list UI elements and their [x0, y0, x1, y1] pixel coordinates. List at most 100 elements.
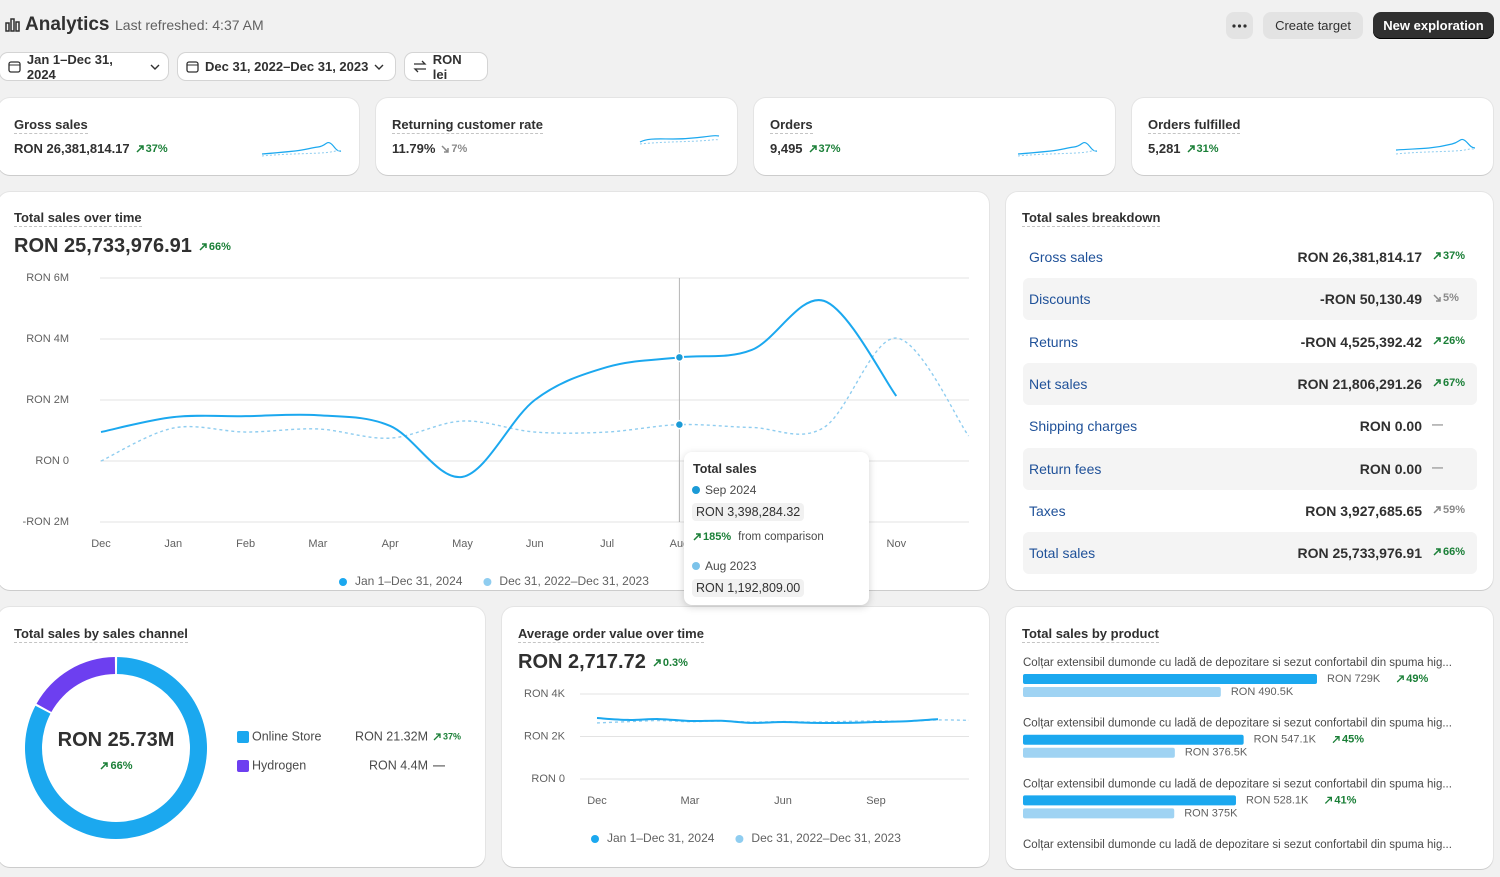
breakdown-label: Total sales [1029, 545, 1096, 562]
trend-icon [1187, 144, 1195, 153]
trend-icon [809, 144, 817, 153]
product-card: Total sales by product [1006, 607, 1493, 869]
kpi-card[interactable]: Orders 9,495 37% [754, 98, 1115, 175]
breakdown-value: RON 3,927,685.65 [1305, 502, 1422, 519]
trend-icon [1433, 506, 1441, 514]
tooltip-period: Sep 2024 [705, 483, 757, 497]
trend-icon [1433, 379, 1441, 387]
kpi-card[interactable]: Orders fulfilled 5,281 31% [1132, 98, 1493, 175]
breakdown-label: Discounts [1029, 291, 1091, 308]
sales-channel-card: Total sales by sales channel RON 25.73M … [0, 607, 485, 867]
page-title: Analytics [25, 14, 110, 35]
date-filter[interactable]: Jan 1–Dec 31, 2024 [0, 52, 168, 82]
card-title: Total sales over time [14, 210, 142, 227]
kpi-label: Orders [770, 117, 813, 134]
breakdown-row[interactable]: Total sales RON 25,733,976.91 66% [1023, 532, 1477, 575]
breakdown-value: RON 25,733,976.91 [1297, 545, 1422, 562]
breakdown-change: 59% [1432, 504, 1465, 516]
card-title: Total sales by product [1022, 626, 1160, 643]
calendar-icon [8, 61, 21, 73]
kpi-value: 5,281 [1148, 141, 1181, 156]
change-text: — [1432, 461, 1443, 474]
breakdown-value: RON 0.00 [1359, 418, 1422, 435]
new-exploration-button[interactable]: New exploration [1373, 12, 1494, 39]
kpi-value: 11.79% [392, 141, 436, 156]
donut-center-value: RON 25.73M [57, 729, 175, 751]
aov-value: RON 2,717.72 [518, 651, 646, 673]
breakdown-change: 37% [1432, 250, 1465, 262]
breakdown-row[interactable]: Taxes RON 3,927,685.65 59% [1023, 490, 1477, 532]
breakdown-row[interactable]: Discounts -RON 50,130.49 5% [1023, 278, 1477, 321]
kpi-value: RON 26,381,814.17 [14, 141, 130, 156]
breakdown-value: -RON 50,130.49 [1320, 291, 1422, 308]
breakdown-value: RON 0.00 [1359, 460, 1422, 477]
change-text: 37% [145, 142, 168, 155]
change-text: 7% [451, 142, 468, 155]
comparison-filter[interactable]: Dec 31, 2022–Dec 31, 2023 [178, 53, 395, 80]
breakdown-row[interactable]: Returns -RON 4,525,392.42 26% [1023, 321, 1477, 363]
donut-center-change: 66% [99, 760, 133, 772]
total-value: RON 25,733,976.91 [14, 235, 192, 257]
trend-icon [1433, 336, 1441, 345]
breakdown-card: Total sales breakdown Gross sales RON 26,3… [1006, 192, 1493, 590]
breakdown-label: Net sales [1029, 375, 1088, 392]
change-text: 67% [1443, 376, 1466, 389]
breakdown-value: -RON 4,525,392.42 [1300, 333, 1422, 350]
trend-icon [693, 533, 701, 541]
change-text: 185% [703, 531, 732, 543]
more-icon [1232, 23, 1247, 28]
change-text: 66% [110, 760, 133, 772]
breakdown-label: Gross sales [1029, 249, 1103, 265]
filter-label: RON lei [432, 51, 462, 82]
kpi-card[interactable]: Gross sales RON 26,381,814.17 37% [0, 98, 359, 175]
breakdown-value: RON 21,806,291.26 [1297, 375, 1422, 392]
currency-icon [413, 60, 427, 73]
card-title: Average order value over time [518, 626, 704, 643]
trend-icon [100, 762, 109, 770]
change-text: 37% [818, 142, 841, 155]
tooltip: Total sales Sep 2024 RON 3,398,284.32 18… [684, 452, 869, 605]
change-text: 5% [1443, 292, 1459, 305]
change: 66% [198, 241, 231, 253]
trend-icon [1433, 548, 1441, 556]
trend-icon [136, 144, 144, 153]
breakdown-change: 67% [1432, 377, 1465, 389]
analytics-icon [5, 18, 20, 32]
trend-icon [199, 242, 207, 251]
breakdown-row[interactable]: Gross sales RON 26,381,814.17 37% [1023, 236, 1477, 278]
calendar-icon [186, 61, 199, 73]
trend-icon [653, 658, 661, 667]
create-target-button[interactable]: Create target [1263, 12, 1363, 39]
kpi-value: 9,495 [770, 141, 803, 156]
breakdown-label: Returns [1029, 333, 1079, 350]
kpi-label: Returning customer rate [392, 117, 543, 134]
breakdown-row[interactable]: Return fees RON 0.00 — [1023, 447, 1477, 490]
tooltip-period: Aug 2023 [705, 559, 757, 573]
aov-card: Average order value over time RON 2,717.7… [502, 607, 989, 867]
change-text: 66% [1443, 546, 1466, 559]
breakdown-value: RON 26,381,814.17 [1297, 249, 1422, 265]
breakdown-label: Shipping charges [1029, 418, 1138, 435]
card-title: Total sales breakdown [1022, 210, 1161, 227]
breakdown-row[interactable]: Shipping charges RON 0.00 — [1023, 405, 1477, 447]
last-refreshed: Last refreshed: 4:37 AM [115, 17, 264, 33]
kpi-card[interactable]: Returning customer rate 11.79% 7% [376, 98, 737, 175]
chevron [374, 64, 384, 70]
change-text: 0.3% [662, 656, 688, 669]
kpi-change: 37% [135, 143, 168, 155]
kpi-label: Gross sales [14, 117, 88, 134]
chevron [150, 64, 160, 70]
trend-icon [1433, 294, 1441, 303]
kpi-label: Orders fulfilled [1148, 117, 1241, 134]
currency-filter[interactable]: RON lei [405, 51, 487, 82]
breakdown-row[interactable]: Net sales RON 21,806,291.26 67% [1023, 362, 1477, 405]
breakdown-change: — [1432, 462, 1443, 474]
change-text: 59% [1443, 503, 1466, 516]
breakdown-change: 26% [1432, 335, 1465, 347]
breakdown-change: — [1432, 419, 1443, 431]
trend-icon [441, 144, 450, 153]
kpi-change: 31% [1186, 143, 1219, 155]
more-button[interactable] [1226, 12, 1253, 39]
trend-icon [1433, 252, 1441, 260]
